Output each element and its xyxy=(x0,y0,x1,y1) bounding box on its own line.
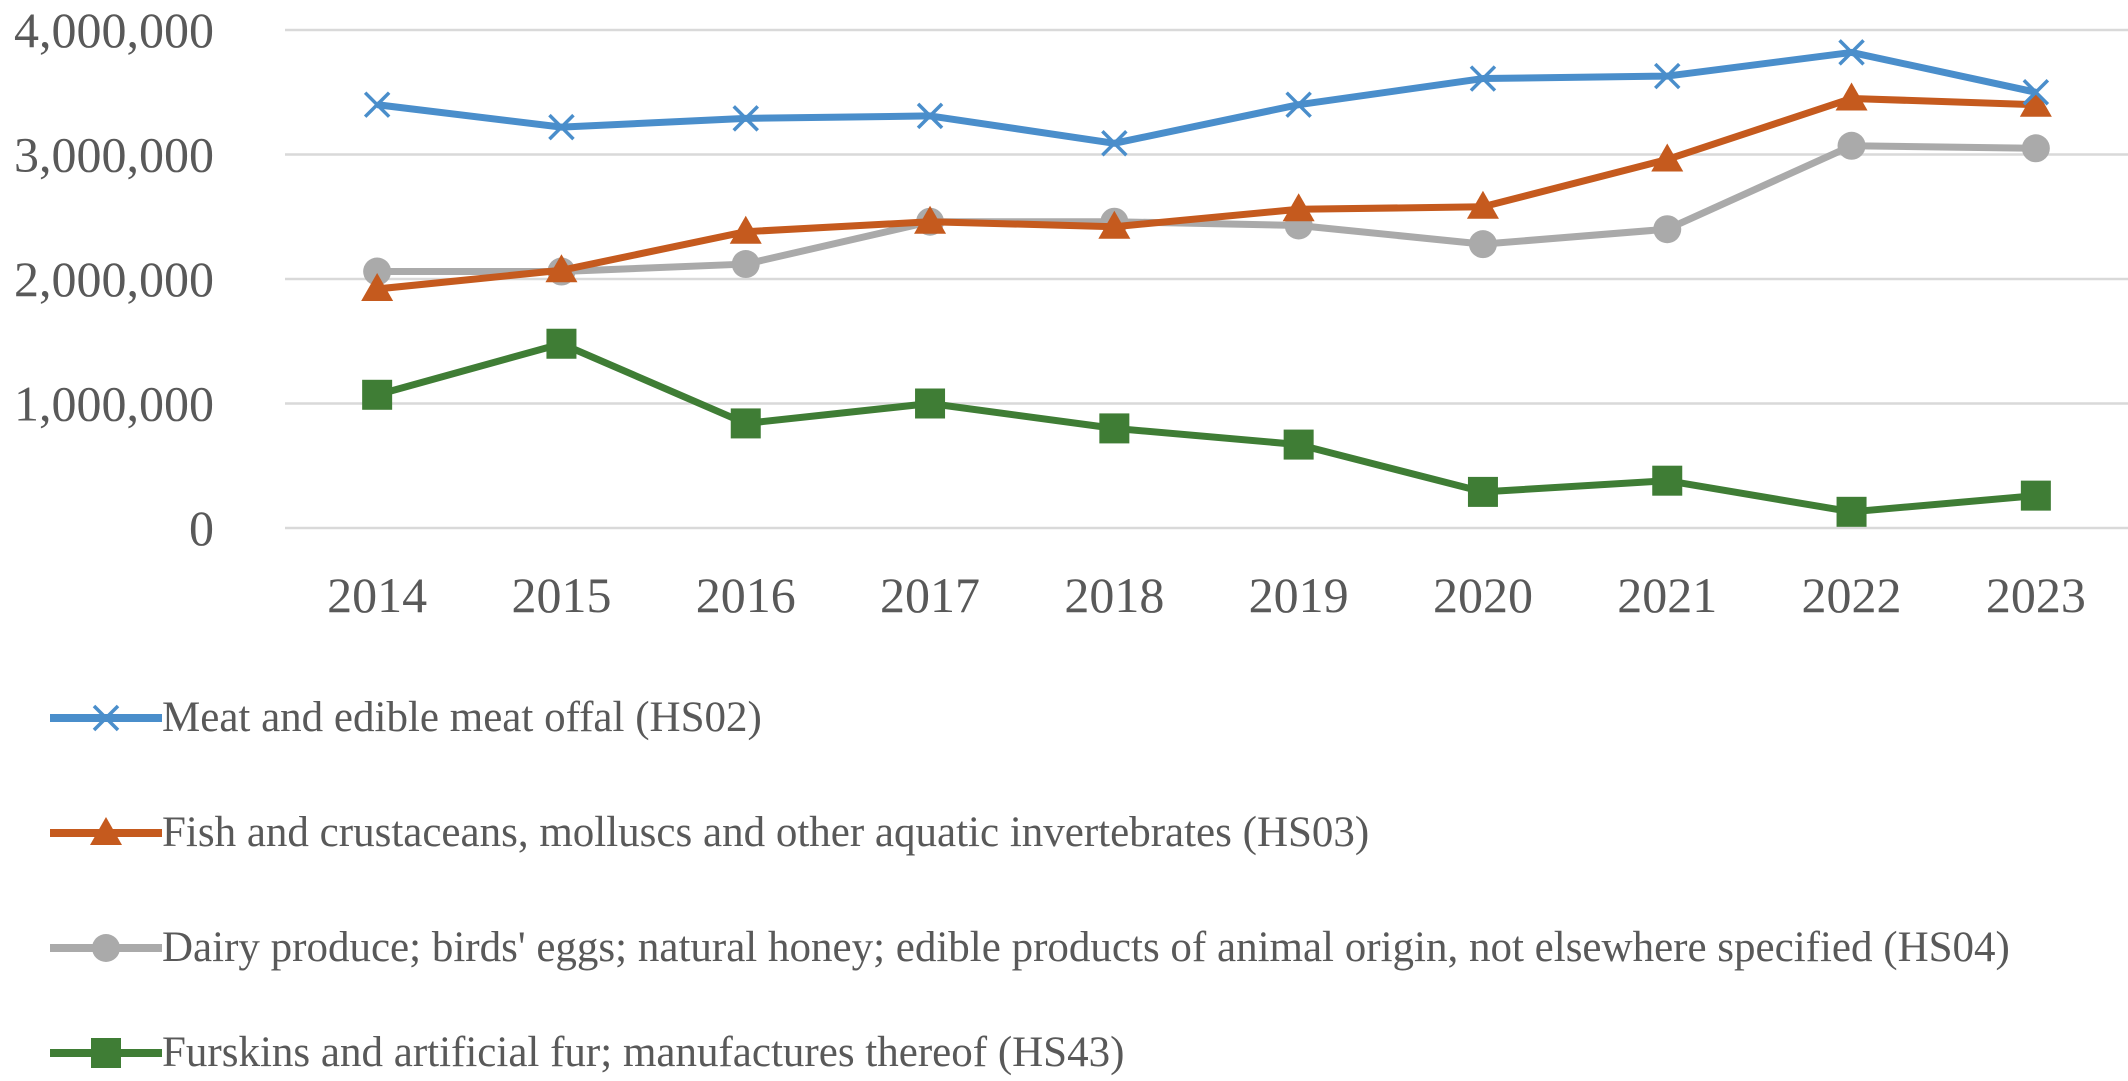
x-tick-label-2015: 2015 xyxy=(511,567,611,623)
legend-item-hs02[interactable]: Meat and edible meat offal (HS02) xyxy=(50,690,2128,746)
y-tick-label-3: 3,000,000 xyxy=(14,127,214,183)
point-hs02-2022 xyxy=(1838,39,1865,66)
point-hs43-2023 xyxy=(2020,480,2051,511)
y-tick-label-2: 2,000,000 xyxy=(14,251,214,307)
point-hs04-2021 xyxy=(1653,215,1682,244)
x-tick-label-2023: 2023 xyxy=(1986,567,2086,623)
point-hs03-2021 xyxy=(1651,143,1684,172)
point-hs03-2017 xyxy=(914,205,947,234)
series-line-hs43 xyxy=(376,340,2037,516)
x-tick-label-2019: 2019 xyxy=(1249,567,1349,623)
point-hs03-2023 xyxy=(2019,88,2052,117)
point-hs02-2016 xyxy=(732,105,759,132)
point-hs02-2020 xyxy=(1469,65,1497,92)
legend-swatch-hs43 xyxy=(50,1038,162,1068)
legend-label-hs03: Fish and crustaceans, molluscs and other… xyxy=(162,809,1370,856)
point-hs43-2016 xyxy=(730,408,761,439)
point-hs02-2015 xyxy=(548,113,575,141)
legend-marker-hs43 xyxy=(91,1038,121,1068)
point-hs02-2023 xyxy=(2022,79,2050,106)
point-hs03-2018 xyxy=(1098,210,1131,239)
legend-marker-hs02 xyxy=(92,704,120,732)
y-tick-label-0: 0 xyxy=(189,500,214,556)
point-hs03-2022 xyxy=(1835,82,1868,111)
y-tick-label-1: 1,000,000 xyxy=(14,376,214,432)
legend-item-hs43[interactable]: Furskins and artificial fur; manufacture… xyxy=(50,1025,2128,1081)
point-hs43-2021 xyxy=(1652,465,1683,496)
legend-marker-hs04 xyxy=(92,934,120,962)
point-hs43-2015 xyxy=(546,328,577,359)
point-hs43-2017 xyxy=(915,388,946,419)
point-hs04-2016 xyxy=(731,250,760,279)
legend-marker-hs03 xyxy=(90,817,122,845)
x-tick-label-2016: 2016 xyxy=(696,567,796,623)
point-hs02-2021 xyxy=(1654,62,1681,90)
x-tick-label-2020: 2020 xyxy=(1433,567,1533,623)
legend-swatch-hs04 xyxy=(50,934,162,962)
legend-label-hs02: Meat and edible meat offal (HS02) xyxy=(162,694,762,741)
x-tick-label-2018: 2018 xyxy=(1064,567,1164,623)
point-hs04-2022 xyxy=(1837,131,1866,160)
point-hs02-2019 xyxy=(1285,91,1312,118)
point-hs03-2015 xyxy=(545,254,578,283)
x-tick-label-2017: 2017 xyxy=(880,567,980,623)
point-hs43-2014 xyxy=(362,379,393,410)
point-hs43-2018 xyxy=(1099,413,1130,444)
legend-label-hs04: Dairy produce; birds' eggs; natural hone… xyxy=(162,924,2010,971)
series-line-hs04 xyxy=(377,142,2036,276)
legend-item-hs04[interactable]: Dairy produce; birds' eggs; natural hone… xyxy=(50,920,2128,976)
point-hs03-2014 xyxy=(361,272,394,301)
point-hs02-2014 xyxy=(363,91,391,118)
point-hs43-2022 xyxy=(1836,496,1867,527)
series-line-hs03 xyxy=(376,94,2036,293)
legend-label-hs43: Furskins and artificial fur; manufacture… xyxy=(162,1029,1125,1076)
line-chart: 0 1,000,000 2,000,000 3,000,000 4,000,000 201… xyxy=(14,2,2128,623)
point-hs02-2018 xyxy=(1101,130,1128,157)
legend-item-hs03[interactable]: Fish and crustaceans, molluscs and other… xyxy=(50,805,2128,861)
x-tick-label-2022: 2022 xyxy=(1802,567,1902,623)
series-line-hs02 xyxy=(376,48,2037,147)
point-hs04-2020 xyxy=(1468,230,1497,259)
legend-swatch-hs02 xyxy=(50,704,162,732)
x-tick-label-2021: 2021 xyxy=(1617,567,1717,623)
point-hs43-2019 xyxy=(1283,429,1314,460)
point-hs03-2019 xyxy=(1282,193,1315,222)
legend-swatch-hs03 xyxy=(50,817,162,845)
point-hs04-2014 xyxy=(363,257,392,286)
point-hs04-2023 xyxy=(2021,134,2050,163)
point-hs03-2020 xyxy=(1466,190,1499,219)
point-hs43-2020 xyxy=(1467,476,1498,507)
y-tick-label-4: 4,000,000 xyxy=(14,2,214,58)
point-hs02-2017 xyxy=(916,102,944,130)
x-tick-label-2014: 2014 xyxy=(327,567,427,623)
point-hs03-2016 xyxy=(729,215,762,244)
